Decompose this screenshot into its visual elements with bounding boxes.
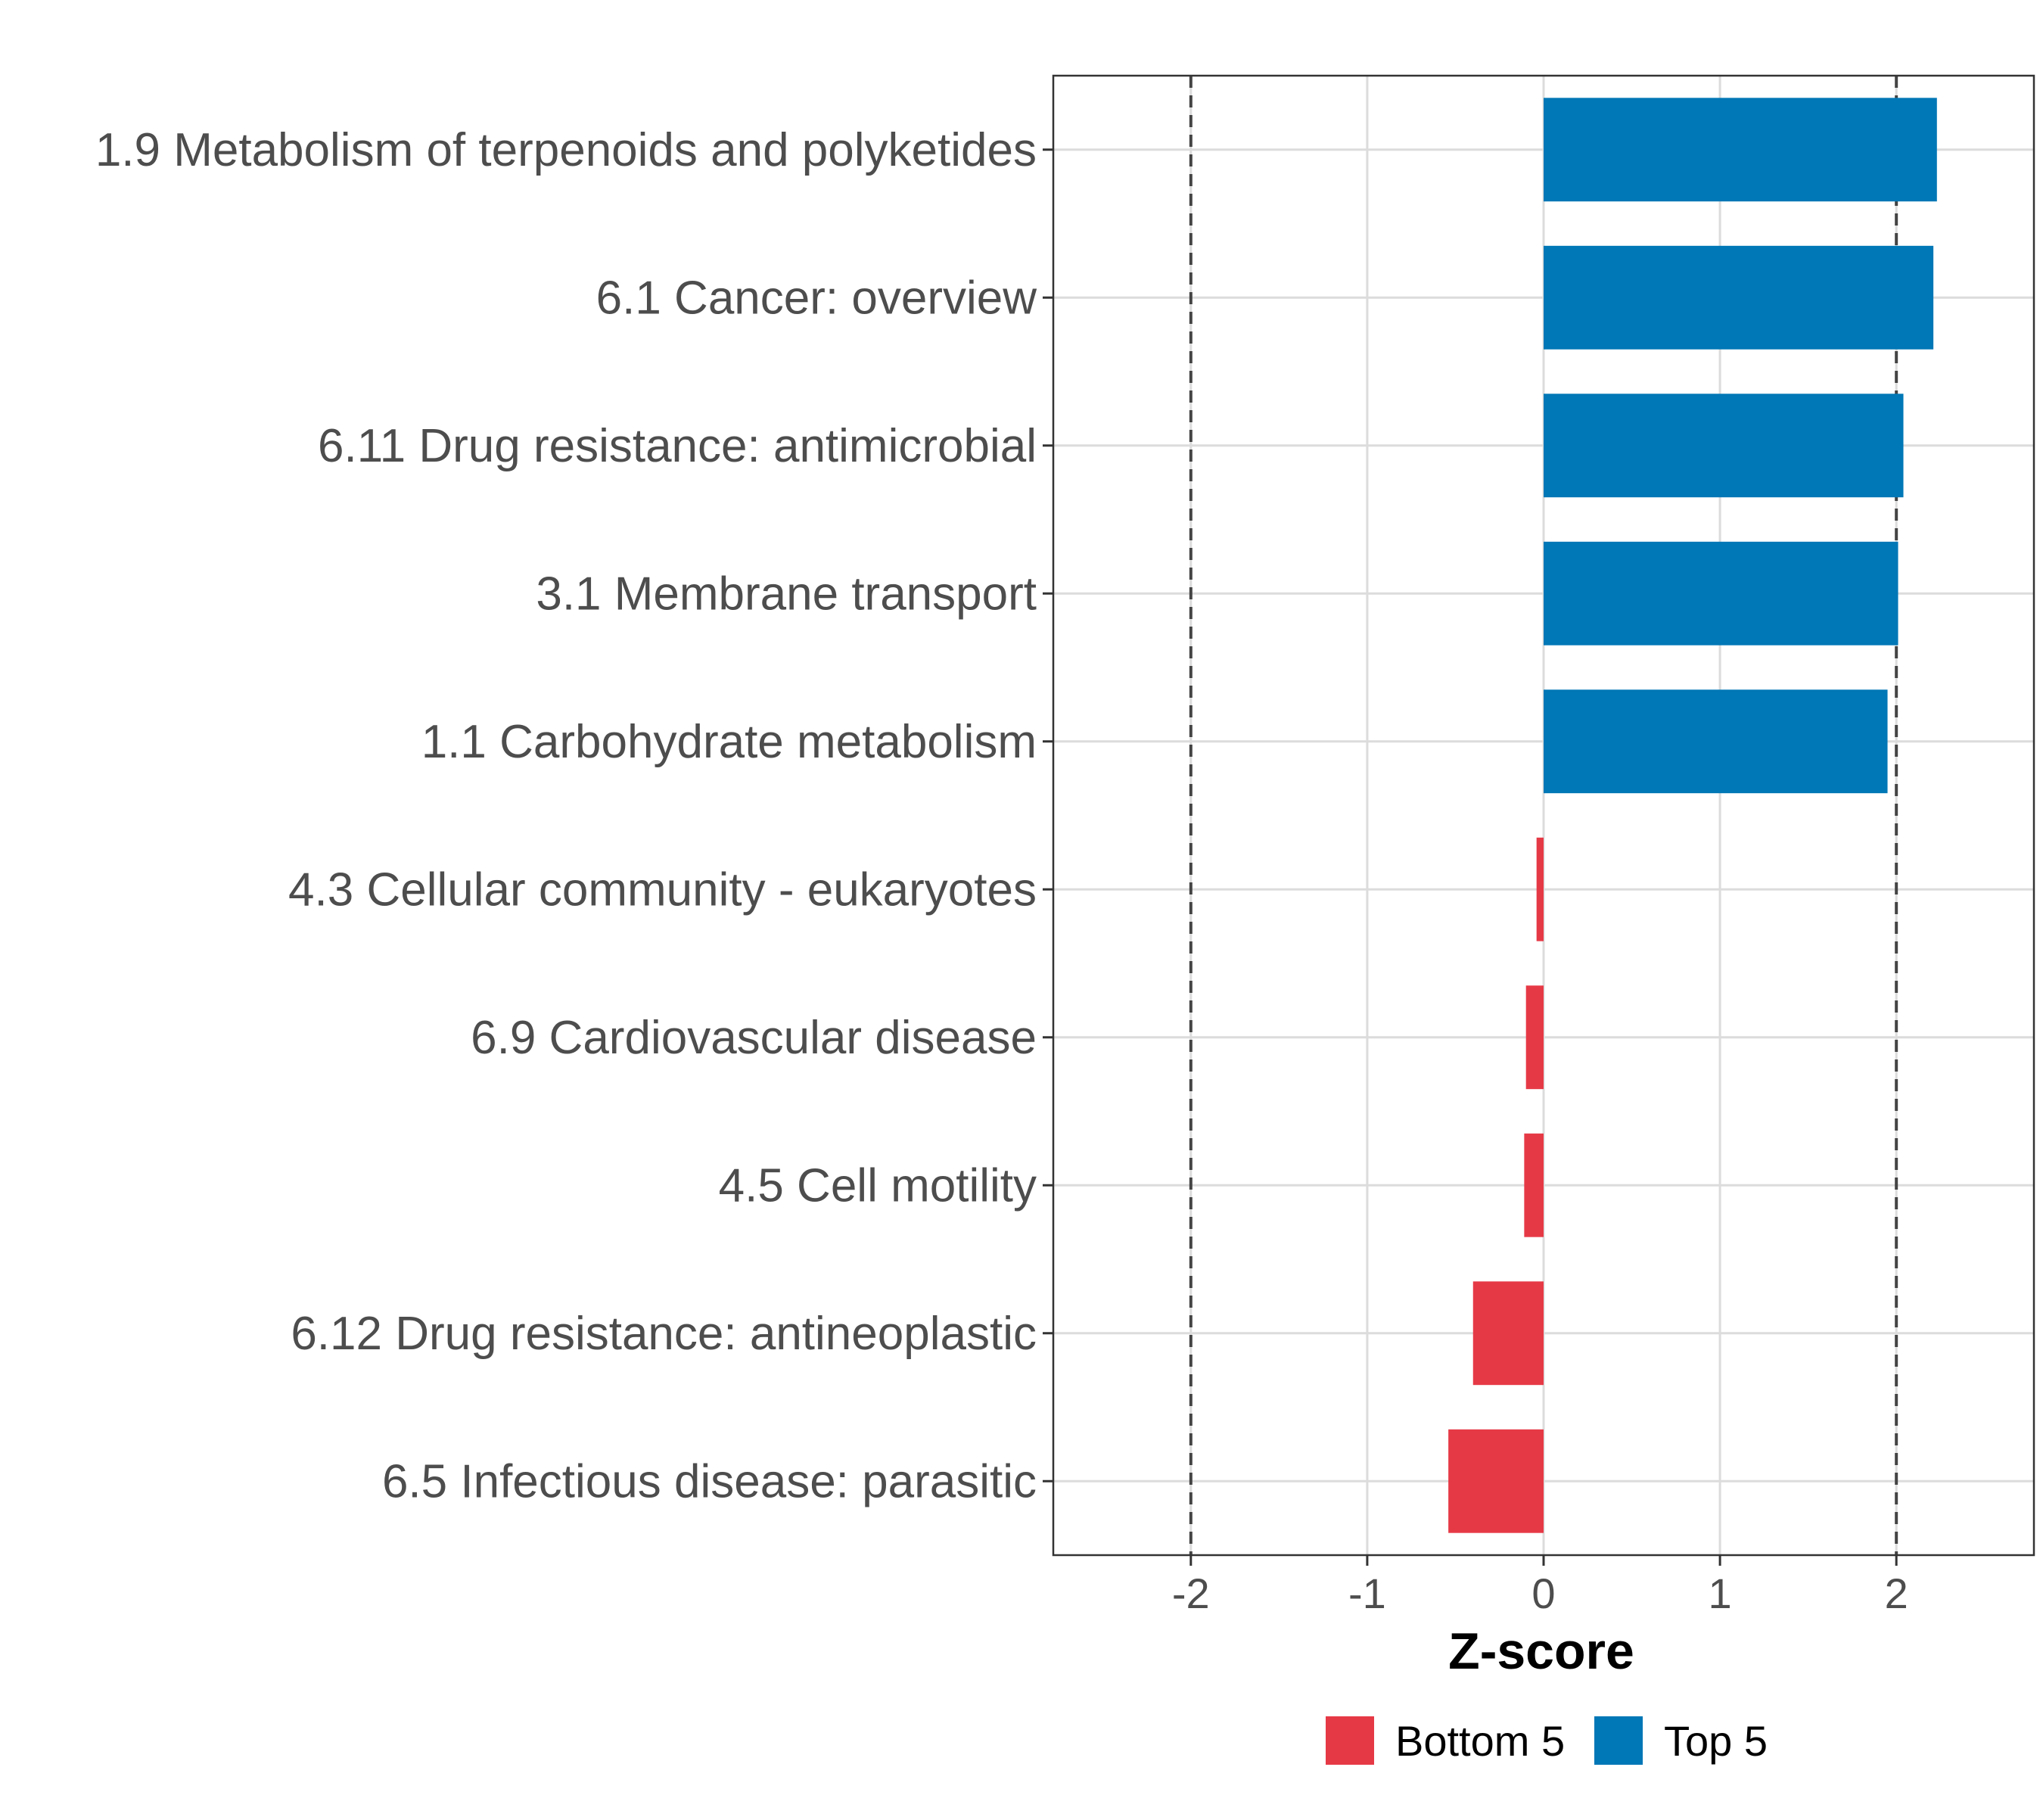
bars	[1448, 98, 1937, 1533]
bar	[1536, 837, 1544, 941]
bar	[1544, 245, 1934, 350]
legend: Bottom 5 Top 5	[1326, 1716, 1768, 1765]
y-axis: 1.9 Metabolism of terpenoids and polyket…	[95, 124, 1053, 1507]
legend-label: Top 5	[1664, 1717, 1768, 1765]
y-tick-label: 6.9 Cardiovascular disease	[471, 1012, 1037, 1064]
y-tick-label: 6.1 Cancer: overview	[596, 272, 1037, 324]
y-tick-label: 4.3 Cellular community - eukaryotes	[288, 863, 1037, 916]
bar	[1472, 1281, 1544, 1386]
legend-key	[1326, 1716, 1374, 1765]
x-tick-label: 0	[1531, 1570, 1555, 1617]
x-axis: -2 -1 0 1 2	[1172, 1555, 1908, 1617]
bar	[1525, 985, 1544, 1090]
bar	[1524, 1133, 1544, 1237]
bar	[1544, 394, 1904, 498]
bar	[1544, 98, 1937, 202]
x-tick-label: -1	[1348, 1570, 1386, 1617]
y-tick-label: 4.5 Cell motility	[719, 1159, 1037, 1212]
y-tick-label: 6.12 Drug resistance: antineoplastic	[291, 1308, 1037, 1360]
y-tick-label: 1.1 Carbohydrate metabolism	[421, 716, 1037, 768]
legend-key	[1594, 1716, 1643, 1765]
bar	[1448, 1429, 1544, 1533]
y-tick-label: 1.9 Metabolism of terpenoids and polyket…	[95, 124, 1037, 176]
y-tick-label: 6.11 Drug resistance: antimicrobial	[318, 420, 1037, 472]
x-tick-label: 1	[1709, 1570, 1732, 1617]
bar	[1544, 541, 1898, 646]
bar	[1544, 689, 1888, 794]
x-tick-label: -2	[1172, 1570, 1210, 1617]
x-axis-title: Z-score	[1448, 1622, 1634, 1680]
y-tick-label: 6.5 Infectious disease: parasitic	[382, 1455, 1037, 1507]
legend-label: Bottom 5	[1395, 1717, 1565, 1765]
y-tick-label: 3.1 Membrane transport	[536, 568, 1037, 620]
x-tick-label: 2	[1885, 1570, 1908, 1617]
